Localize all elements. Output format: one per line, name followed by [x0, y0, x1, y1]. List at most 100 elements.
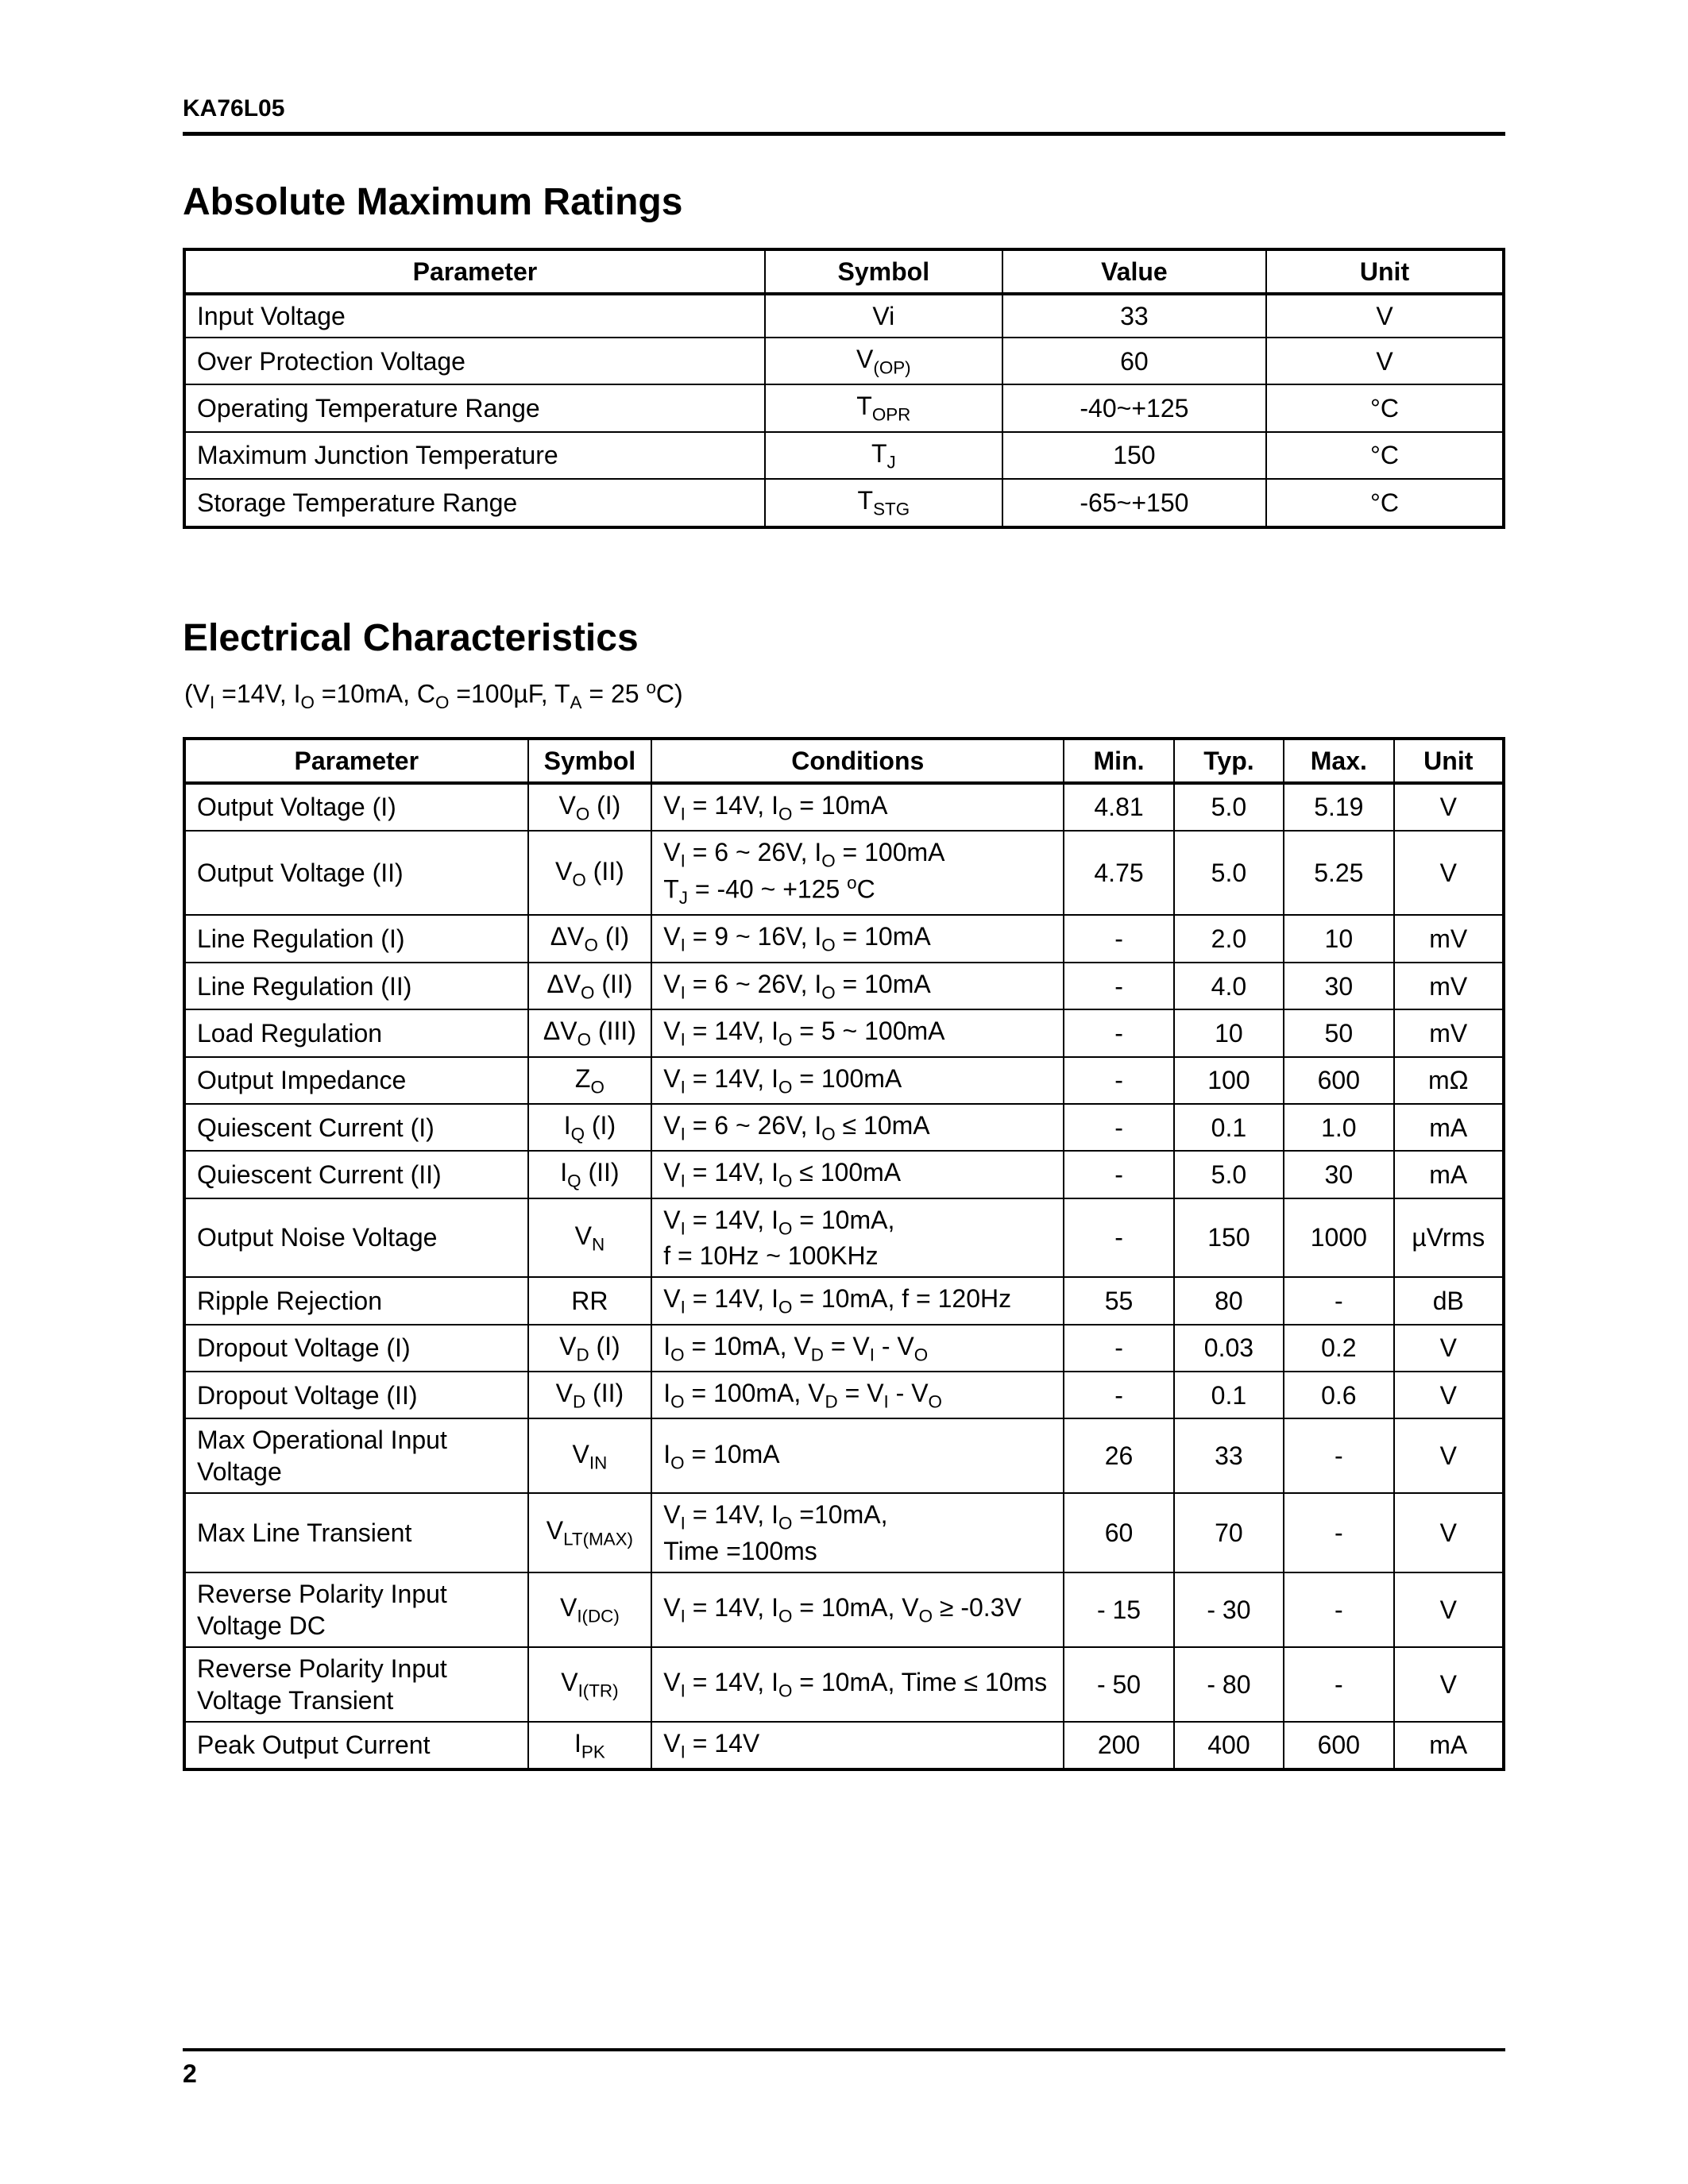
ec-cell-typ: 100 [1174, 1057, 1284, 1104]
ec-cell-symbol: ΔVO (I) [528, 915, 652, 962]
ec-cell-parameter: Max Line Transient [184, 1493, 528, 1572]
ec-cell-typ: 0.1 [1174, 1372, 1284, 1418]
ec-cell-min: - [1064, 1104, 1173, 1151]
ec-col-unit: Unit [1394, 739, 1504, 783]
ec-cell-unit: V [1394, 1493, 1504, 1572]
ec-cell-symbol: VO (II) [528, 831, 652, 915]
ec-cell-parameter: Load Regulation [184, 1009, 528, 1056]
ec-cell-conditions: VI = 6 ~ 26V, IO = 10mA [651, 963, 1064, 1009]
ec-cell-min: - [1064, 1198, 1173, 1277]
ec-cell-parameter: Quiescent Current (I) [184, 1104, 528, 1151]
ec-cell-unit: mV [1394, 915, 1504, 962]
ec-cell-symbol: ΔVO (II) [528, 963, 652, 1009]
ec-cell-typ: - 80 [1174, 1647, 1284, 1722]
ec-cell-conditions: VI = 14V, IO = 10mA, f = 120Hz [651, 1277, 1064, 1324]
ec-cell-parameter: Max Operational Input Voltage [184, 1418, 528, 1493]
ec-cell-symbol: RR [528, 1277, 652, 1324]
ec-cell-min: - [1064, 1325, 1173, 1372]
ec-cell-unit: V [1394, 1372, 1504, 1418]
ec-cell-min: - 15 [1064, 1572, 1173, 1647]
ec-cell-parameter: Line Regulation (II) [184, 963, 528, 1009]
ec-cell-conditions: IO = 10mA, VD = VI - VO [651, 1325, 1064, 1372]
ec-cell-typ: 10 [1174, 1009, 1284, 1056]
ec-col-max: Max. [1284, 739, 1393, 783]
amr-cell-value: 60 [1002, 338, 1266, 384]
ec-cell-conditions: VI = 14V, IO = 100mA [651, 1057, 1064, 1104]
amr-table: Parameter Symbol Value Unit Input Voltag… [183, 248, 1505, 529]
ec-row: Output Voltage (I)VO (I)VI = 14V, IO = 1… [184, 783, 1504, 831]
page-number: 2 [183, 2059, 197, 2088]
ec-cell-max: 1.0 [1284, 1104, 1393, 1151]
ec-cell-max: 600 [1284, 1057, 1393, 1104]
amr-row: Over Protection VoltageV(OP)60V [184, 338, 1504, 384]
ec-cell-max: - [1284, 1647, 1393, 1722]
ec-cell-symbol: VD (I) [528, 1325, 652, 1372]
ec-row: Quiescent Current (I)IQ (I)VI = 6 ~ 26V,… [184, 1104, 1504, 1151]
ec-row: Quiescent Current (II)IQ (II)VI = 14V, I… [184, 1151, 1504, 1198]
ec-cell-conditions: VI = 14V, IO ≤ 100mA [651, 1151, 1064, 1198]
ec-row: Output ImpedanceZOVI = 14V, IO = 100mA-1… [184, 1057, 1504, 1104]
ec-cell-min: - [1064, 1009, 1173, 1056]
ec-cell-max: 5.25 [1284, 831, 1393, 915]
ec-cell-max: 30 [1284, 963, 1393, 1009]
ec-row: Max Operational Input VoltageVINIO = 10m… [184, 1418, 1504, 1493]
ec-row: Load RegulationΔVO (III)VI = 14V, IO = 5… [184, 1009, 1504, 1056]
ec-table: Parameter Symbol Conditions Min. Typ. Ma… [183, 737, 1505, 1772]
ec-cell-conditions: VI = 14V, IO =10mA,Time =100ms [651, 1493, 1064, 1572]
ec-cell-parameter: Line Regulation (I) [184, 915, 528, 962]
amr-cell-value: 33 [1002, 294, 1266, 338]
ec-cell-symbol: VO (I) [528, 783, 652, 831]
ec-cell-min: - [1064, 915, 1173, 962]
ec-cell-conditions: VI = 14V, IO = 10mA,f = 10Hz ~ 100KHz [651, 1198, 1064, 1277]
ec-cell-typ: 150 [1174, 1198, 1284, 1277]
ec-header-row: Parameter Symbol Conditions Min. Typ. Ma… [184, 739, 1504, 783]
amr-cell-unit: V [1266, 294, 1504, 338]
amr-row: Operating Temperature RangeTOPR-40~+125°… [184, 384, 1504, 431]
ec-cell-max: 50 [1284, 1009, 1393, 1056]
ec-cell-unit: V [1394, 1418, 1504, 1493]
ec-cell-unit: V [1394, 783, 1504, 831]
ec-cell-min: - [1064, 1372, 1173, 1418]
ec-cell-symbol: ΔVO (III) [528, 1009, 652, 1056]
ec-col-symbol: Symbol [528, 739, 652, 783]
amr-row: Maximum Junction TemperatureTJ150°C [184, 432, 1504, 479]
ec-cell-max: 30 [1284, 1151, 1393, 1198]
ec-cell-min: 4.81 [1064, 783, 1173, 831]
amr-col-parameter: Parameter [184, 249, 765, 294]
ec-cell-typ: 5.0 [1174, 831, 1284, 915]
ec-cell-symbol: VI(DC) [528, 1572, 652, 1647]
ec-cell-symbol: VD (II) [528, 1372, 652, 1418]
ec-cell-min: - 50 [1064, 1647, 1173, 1722]
ec-row: Reverse Polarity Input Voltage DCVI(DC)V… [184, 1572, 1504, 1647]
ec-cell-conditions: VI = 6 ~ 26V, IO = 100mATJ = -40 ~ +125 … [651, 831, 1064, 915]
ec-cell-unit: mA [1394, 1104, 1504, 1151]
amr-cell-symbol: TOPR [765, 384, 1002, 431]
ec-cell-unit: mV [1394, 963, 1504, 1009]
ec-col-conditions: Conditions [651, 739, 1064, 783]
ec-cell-symbol: IPK [528, 1722, 652, 1769]
page-footer: 2 [183, 2048, 1505, 2089]
ec-row: Output Noise VoltageVNVI = 14V, IO = 10m… [184, 1198, 1504, 1277]
ec-cell-conditions: VI = 14V [651, 1722, 1064, 1769]
amr-cell-unit: V [1266, 338, 1504, 384]
amr-cell-value: -40~+125 [1002, 384, 1266, 431]
ec-cell-min: - [1064, 1057, 1173, 1104]
amr-cell-value: 150 [1002, 432, 1266, 479]
ec-cell-min: 4.75 [1064, 831, 1173, 915]
ec-row: Ripple RejectionRRVI = 14V, IO = 10mA, f… [184, 1277, 1504, 1324]
doc-part-number: KA76L05 [183, 95, 1505, 136]
ec-cell-parameter: Output Noise Voltage [184, 1198, 528, 1277]
ec-cell-max: 5.19 [1284, 783, 1393, 831]
ec-cell-unit: mA [1394, 1151, 1504, 1198]
ec-row: Line Regulation (II)ΔVO (II)VI = 6 ~ 26V… [184, 963, 1504, 1009]
ec-cell-parameter: Reverse Polarity Input Voltage DC [184, 1572, 528, 1647]
ec-cell-min: 26 [1064, 1418, 1173, 1493]
ec-cell-parameter: Reverse Polarity Input Voltage Transient [184, 1647, 528, 1722]
ec-cell-unit: V [1394, 831, 1504, 915]
ec-cell-symbol: VI(TR) [528, 1647, 652, 1722]
ec-cell-typ: 400 [1174, 1722, 1284, 1769]
amr-col-unit: Unit [1266, 249, 1504, 294]
ec-cell-typ: 70 [1174, 1493, 1284, 1572]
ec-cell-min: 60 [1064, 1493, 1173, 1572]
amr-cell-parameter: Operating Temperature Range [184, 384, 765, 431]
